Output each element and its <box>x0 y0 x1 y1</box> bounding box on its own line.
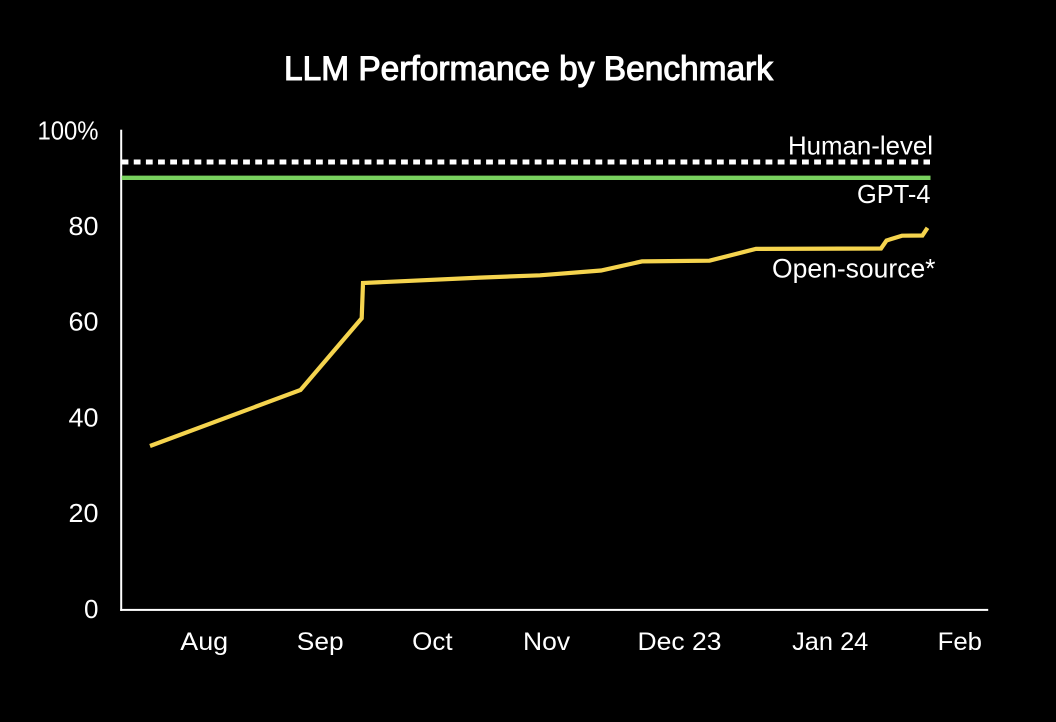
svg-text:0: 0 <box>84 594 98 624</box>
svg-text:Dec 23: Dec 23 <box>638 628 722 656</box>
svg-text:Oct: Oct <box>412 628 452 656</box>
svg-text:Sep: Sep <box>297 628 344 656</box>
svg-text:Nov: Nov <box>523 628 571 656</box>
svg-text:Human-level: Human-level <box>788 131 933 161</box>
svg-text:Jan 24: Jan 24 <box>792 628 868 656</box>
svg-text:GPT-4: GPT-4 <box>857 179 931 209</box>
svg-text:80: 80 <box>69 211 99 241</box>
svg-text:Open-source*: Open-source* <box>772 254 936 284</box>
svg-text:Aug: Aug <box>180 628 228 656</box>
svg-text:Feb: Feb <box>938 628 982 656</box>
svg-text:20: 20 <box>69 498 99 528</box>
svg-text:60: 60 <box>69 307 99 337</box>
svg-text:100%: 100% <box>38 115 99 145</box>
svg-text:LLM Performance by Benchmark: LLM Performance by Benchmark <box>284 50 774 88</box>
svg-text:40: 40 <box>69 402 99 432</box>
